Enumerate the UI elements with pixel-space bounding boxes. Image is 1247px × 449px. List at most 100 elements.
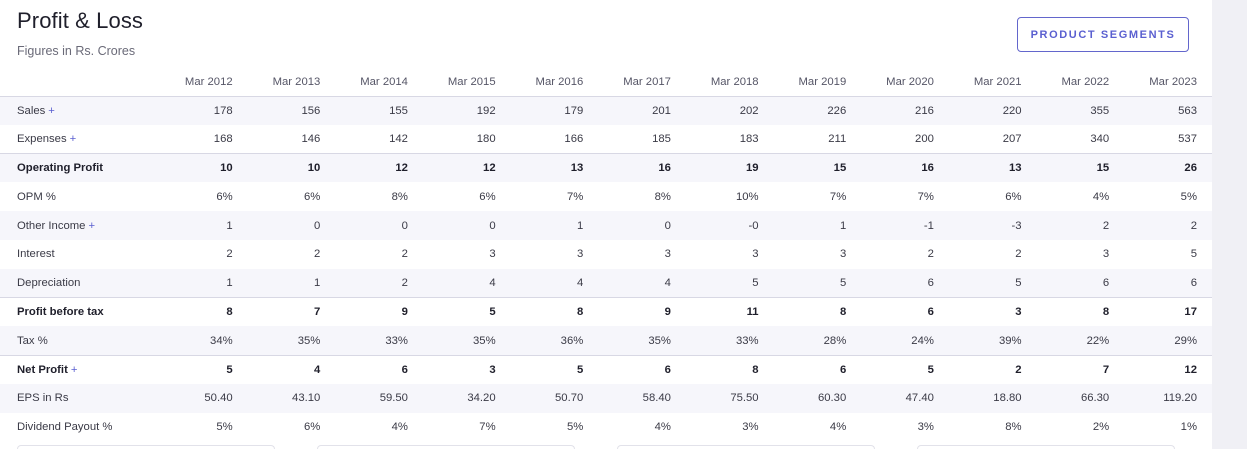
section-subtitle: Figures in Rs. Crores [17,44,136,58]
value-cell: 50.40 [204,392,233,405]
value-cell: 10% [735,190,759,203]
value-cell: 5% [566,421,584,434]
value-cell: -1 [923,219,934,232]
value-cell: 7% [566,190,584,203]
value-cell: 7 [247,297,336,327]
value-cell: 226 [827,104,847,117]
column-header-9: Mar 2021 [973,75,1022,88]
row-label-cell: Interest [0,240,160,269]
value-cell: 563 [1178,104,1197,117]
value-cell: 2 [1015,248,1022,261]
value-cell: 12 [1124,354,1212,384]
column-header-7: Mar 2019 [798,75,847,88]
value-cell: 3 [422,354,511,384]
table-row[interactable]: Net Profit +5 4 6 3 5 6 8 6 5 2 7 12 [0,354,1212,384]
value-cell: 50.70 [555,392,584,405]
value-cell: 26 [1124,153,1212,183]
value-cell: 8 [773,297,862,327]
value-cell: 119.20 [1163,392,1197,405]
table-row: Tax % 34% 35% 33% 35% 36% 35% 33% 28% 24% 39% 22% 29… [0,326,1212,356]
column-header-2: Mar 2014 [360,75,408,88]
value-cell: 5% [216,421,233,434]
expand-plus-icon[interactable]: + [69,132,77,145]
value-cell: 211 [828,132,847,145]
value-cell: 2 [401,276,408,289]
value-cell: 3 [839,248,847,261]
value-cell: 8 [510,297,599,327]
value-cell: 17 [1124,297,1212,327]
row-label-cell[interactable]: Sales + [0,96,160,125]
value-cell: 8 [685,354,774,384]
column-header-6: Mar 2018 [710,75,759,88]
value-cell: 1 [576,219,584,232]
expand-plus-icon[interactable]: + [88,219,96,232]
value-cell: 11 [685,297,774,327]
row-label: Other Income [17,219,86,232]
value-cell: 4% [654,421,671,434]
row-label-cell[interactable]: Net Profit + [0,354,160,384]
product-segments-button[interactable]: PRODUCT SEGMENTS [1017,17,1189,52]
row-label-cell[interactable]: Expenses + [0,125,160,154]
value-cell: 5 [1015,276,1022,289]
value-cell: 4% [829,421,847,434]
value-cell: 22% [1086,334,1110,347]
value-cell: 34.20 [467,392,496,405]
value-cell: 3% [917,421,934,434]
value-cell: 58.40 [642,392,671,405]
value-cell: 2% [1092,421,1110,434]
value-cell: 33% [385,334,408,347]
value-cell: 3% [742,421,759,434]
value-cell: 2 [314,248,321,261]
value-cell: 18.80 [993,392,1022,405]
value-cell: 178 [213,104,233,117]
value-cell: 5 [422,297,511,327]
value-cell: 47.40 [905,392,934,405]
value-cell: 59.50 [379,392,408,405]
value-cell: 3 [948,297,1037,327]
value-cell: 201 [652,104,671,117]
table-row[interactable]: Other Income +1 0 0 0 1 0 -0 1 -1 -3 2 2 [0,211,1212,240]
table-row[interactable]: Expenses +168 146 142 180 166 185 183 211 200 207 3… [0,125,1212,154]
value-cell: 6 [927,276,934,289]
row-label-cell[interactable]: Other Income + [0,211,160,240]
value-cell: 207 [1002,132,1022,145]
value-cell: 9 [335,297,423,327]
value-cell: -3 [1011,219,1022,232]
next-section-edge [0,445,1212,449]
row-label: Net Profit [17,363,68,376]
value-cell: 8% [1005,421,1022,434]
value-cell: 13 [948,153,1037,183]
row-label: Interest [17,248,55,261]
value-cell: 340 [1090,132,1110,145]
value-cell: 200 [915,132,934,145]
column-header-5: Mar 2017 [623,75,671,88]
value-cell: 1 [226,276,233,289]
page-scrollbar[interactable] [1212,0,1247,449]
value-cell: 4 [489,276,496,289]
value-cell: 15 [773,153,862,183]
value-cell: 6% [216,190,233,203]
value-cell: 6 [335,354,423,384]
value-cell: 2 [948,354,1037,384]
value-cell: 19 [685,153,774,183]
row-label: Dividend Payout % [17,421,113,434]
row-label: EPS in Rs [17,392,69,405]
table-row: EPS in Rs 50.40 43.10 59.50 34.20 50.70 58.40 7… [0,383,1212,413]
table-row[interactable]: Sales +178 156 155 192 179 201 202 226 216 220 355 5… [0,96,1212,125]
value-cell: 4% [1092,190,1110,203]
expand-plus-icon[interactable]: + [48,104,55,117]
value-cell: 6 [598,354,686,384]
row-label: Sales [17,104,46,117]
column-header-11: Mar 2023 [1149,75,1197,88]
table-row: Dividend Payout % 5% 6% 4% 7% 5% 4% 3% 4% 3% 8% 2% 1… [0,413,1212,442]
value-cell: 4% [391,421,408,434]
value-cell: 60.30 [817,392,847,405]
value-cell: 10 [247,153,336,183]
value-cell: 12 [422,153,511,183]
value-cell: 5 [752,276,759,289]
value-cell: 355 [1090,104,1110,117]
value-cell: 6 [861,297,949,327]
expand-plus-icon[interactable]: + [70,363,78,376]
value-cell: 6% [1005,190,1022,203]
value-cell: 35% [297,334,321,347]
